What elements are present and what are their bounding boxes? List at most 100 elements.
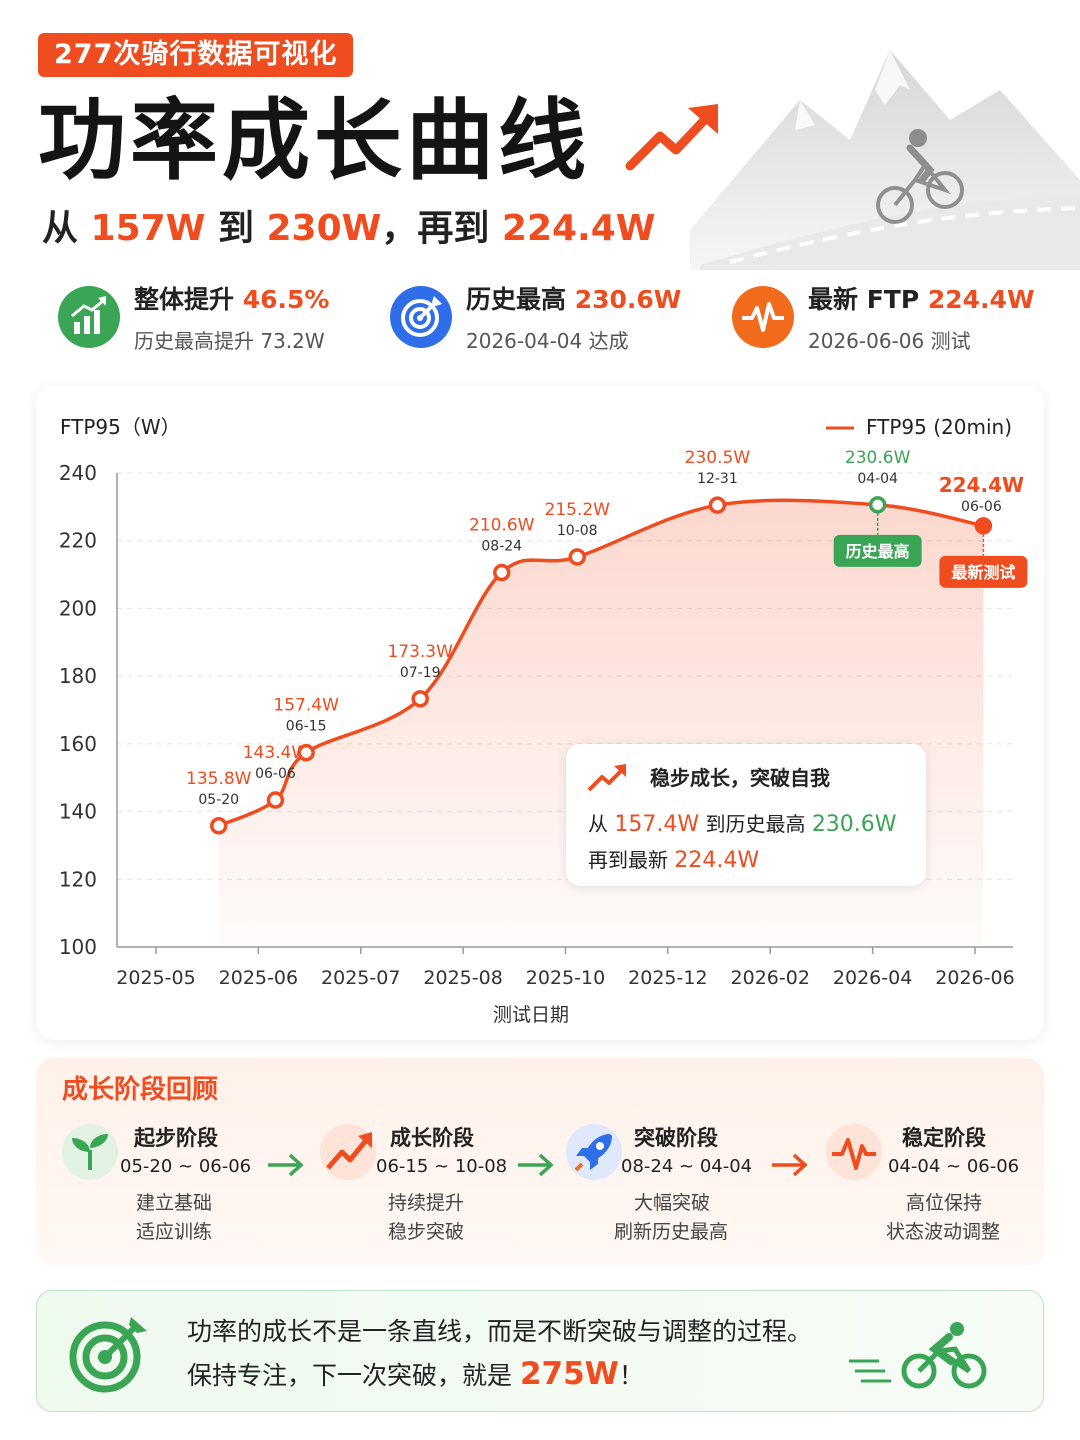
legend-label: FTP95 (20min) bbox=[866, 415, 1012, 439]
phase-desc: 稳步突破 bbox=[388, 1221, 465, 1243]
data-point bbox=[411, 690, 429, 708]
x-tick-label: 2025-07 bbox=[321, 967, 400, 989]
phase-desc: 持续提升 bbox=[388, 1192, 465, 1214]
data-date-label: 04-04 bbox=[857, 471, 898, 487]
data-point bbox=[209, 817, 228, 835]
trend-up-icon bbox=[320, 1124, 376, 1180]
data-value-label: 230.5W bbox=[685, 448, 751, 468]
data-point bbox=[708, 496, 727, 514]
x-tick-label: 2025-05 bbox=[116, 967, 195, 989]
x-tick-label: 2025-08 bbox=[423, 967, 502, 989]
x-axis-label: 测试日期 bbox=[493, 1004, 569, 1026]
phase-item-breakthrough: 突破阶段 08-24 ~ 04-04 大幅突破 刷新历史最高 bbox=[566, 1120, 786, 1250]
phase-range: 04-04 ~ 06-06 bbox=[888, 1156, 1020, 1177]
phase-name: 起步阶段 bbox=[134, 1126, 218, 1150]
cyclist-icon bbox=[876, 129, 964, 224]
arrow-right-icon bbox=[772, 1153, 808, 1177]
data-date-label: 06-15 bbox=[286, 719, 327, 735]
data-value-label: 210.6W bbox=[469, 516, 535, 536]
data-value-label: 157.4W bbox=[273, 696, 339, 716]
y-tick-label: 140 bbox=[59, 800, 97, 824]
data-point bbox=[297, 743, 315, 762]
x-tick-label: 2025-10 bbox=[526, 967, 605, 989]
arrow-right-icon bbox=[518, 1153, 554, 1177]
data-count-tag: 277次骑行数据可视化 bbox=[38, 33, 354, 77]
point-badge-label: 历史最高 bbox=[846, 542, 910, 561]
y-axis-label: FTP95（W） bbox=[60, 415, 181, 439]
x-tick-label: 2025-06 bbox=[219, 967, 298, 989]
x-tick-label: 2026-04 bbox=[833, 967, 912, 989]
data-date-label: 08-24 bbox=[481, 539, 522, 555]
y-tick-label: 180 bbox=[59, 664, 97, 688]
phases-title: 成长阶段回顾 bbox=[62, 1075, 219, 1105]
pulse-icon bbox=[732, 286, 794, 348]
data-value-label: 224.4W bbox=[939, 473, 1024, 497]
y-tick-label: 220 bbox=[59, 529, 97, 553]
x-tick-label: 2026-06 bbox=[935, 967, 1014, 989]
phase-item-growth: 成长阶段 06-15 ~ 10-08 持续提升 稳步突破 bbox=[320, 1120, 540, 1250]
phase-name: 成长阶段 bbox=[390, 1126, 474, 1150]
phase-item-stable: 稳定阶段 04-04 ~ 06-06 高位保持 状态波动调整 bbox=[826, 1120, 1026, 1250]
data-date-label: 06-06 bbox=[255, 766, 296, 782]
data-value-label: 230.6W bbox=[845, 448, 911, 468]
rocket-icon bbox=[566, 1124, 622, 1180]
phase-range: 05-20 ~ 06-06 bbox=[120, 1156, 252, 1177]
pulse-icon bbox=[826, 1124, 882, 1180]
phase-name: 突破阶段 bbox=[634, 1126, 718, 1150]
phase-desc: 建立基础 bbox=[136, 1192, 213, 1214]
target-icon bbox=[390, 286, 452, 348]
page-subtitle: 从 157W 到 230W，再到 224.4W bbox=[42, 208, 656, 249]
annotation-line-2: 再到最新 224.4W bbox=[588, 848, 760, 873]
data-value-label: 215.2W bbox=[545, 500, 611, 520]
phase-item-start: 起步阶段 05-20 ~ 06-06 建立基础 适应训练 bbox=[62, 1120, 272, 1250]
growth-phases-card: 成长阶段回顾 bbox=[36, 1058, 1044, 1266]
stat-latest-ftp: 最新 FTP 224.4W 2026-06-06 测试 bbox=[732, 282, 1052, 362]
phase-desc: 刷新历史最高 bbox=[614, 1221, 729, 1243]
data-value-label: 143.4W bbox=[243, 743, 309, 763]
trend-up-icon bbox=[587, 764, 626, 792]
point-badge-label: 最新测试 bbox=[951, 563, 1015, 582]
y-tick-label: 240 bbox=[59, 461, 97, 485]
phase-name: 稳定阶段 bbox=[902, 1126, 986, 1150]
cyclist-icon bbox=[849, 1322, 987, 1389]
phase-desc: 高位保持 bbox=[906, 1192, 983, 1214]
phase-start bbox=[62, 62, 262, 192]
series-line bbox=[218, 498, 984, 828]
phase-desc: 大幅突破 bbox=[634, 1192, 711, 1214]
data-point bbox=[568, 548, 586, 566]
y-tick-label: 120 bbox=[59, 867, 97, 891]
x-tick-label: 2026-02 bbox=[731, 967, 810, 989]
mountain-cyclist-illustration bbox=[690, 50, 1080, 270]
x-tick-label: 2025-12 bbox=[628, 967, 707, 989]
y-tick-label: 100 bbox=[59, 935, 97, 959]
phase-range: 08-24 ~ 04-04 bbox=[621, 1156, 753, 1177]
stat-overall-gain: 整体提升 46.5% 历史最高提升 73.2W bbox=[58, 282, 378, 362]
annotation-title: 稳步成长，突破自我 bbox=[650, 766, 830, 790]
page-title: 功率成长曲线 bbox=[38, 89, 591, 192]
chart-annotation-box: 稳步成长，突破自我 从 157.4W 到历史最高 230.6W 再到最新 224… bbox=[566, 744, 926, 886]
data-date-label: 12-31 bbox=[697, 471, 738, 487]
stat-all-time-high: 历史最高 230.6W 2026-04-04 达成 bbox=[390, 282, 720, 362]
sprout-icon bbox=[62, 1124, 118, 1180]
point-badge bbox=[939, 555, 1028, 588]
data-value-label: 135.8W bbox=[186, 769, 252, 789]
data-point bbox=[868, 496, 887, 514]
bar-chart-up-icon bbox=[58, 286, 120, 348]
target-icon bbox=[69, 1317, 147, 1393]
motivation-text: 功率的成长不是一条直线，而是不断突破与调整的过程。 保持专注，下一次突破，就是 … bbox=[187, 1317, 813, 1392]
data-point bbox=[266, 791, 285, 809]
data-point bbox=[974, 517, 993, 535]
motivation-card: 功率的成长不是一条直线，而是不断突破与调整的过程。 保持专注，下一次突破，就是 … bbox=[36, 1290, 1044, 1412]
point-badge bbox=[833, 534, 922, 567]
trend-up-icon bbox=[625, 104, 718, 171]
data-date-label: 05-20 bbox=[198, 792, 239, 808]
data-value-label: 173.3W bbox=[387, 642, 453, 662]
phase-desc: 适应训练 bbox=[136, 1221, 213, 1243]
data-date-label: 06-06 bbox=[961, 499, 1002, 515]
arrow-right-icon bbox=[268, 1153, 304, 1177]
y-tick-label: 200 bbox=[59, 596, 97, 620]
data-date-label: 10-08 bbox=[557, 523, 598, 539]
data-date-label: 07-19 bbox=[400, 665, 441, 681]
data-point bbox=[492, 563, 511, 582]
phase-range: 06-15 ~ 10-08 bbox=[376, 1156, 508, 1177]
